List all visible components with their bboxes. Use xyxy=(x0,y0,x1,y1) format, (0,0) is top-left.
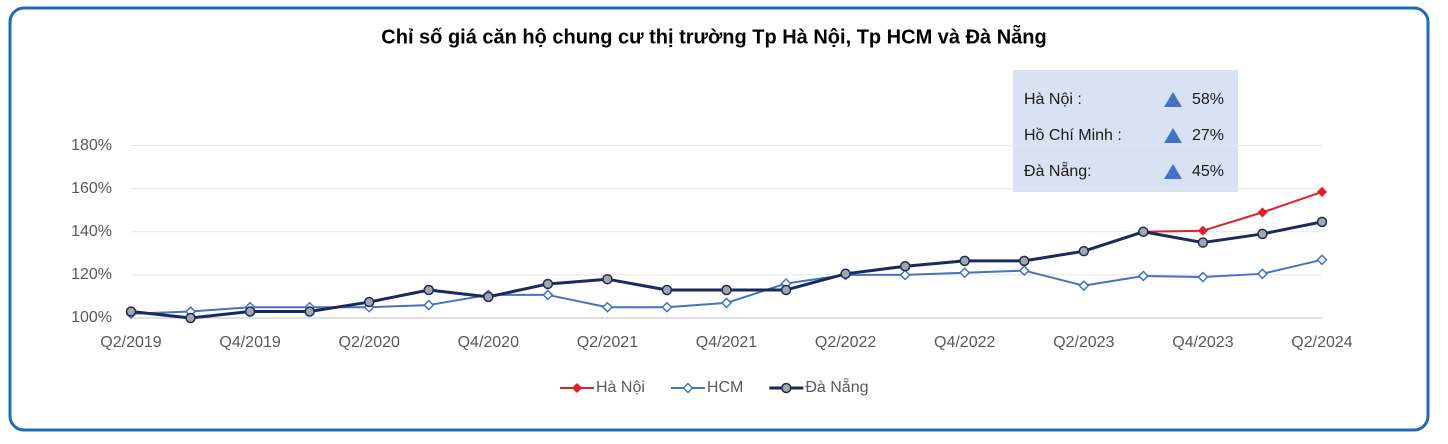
y-tick-label: 140% xyxy=(71,223,112,240)
point xyxy=(542,278,554,290)
legend-label: HCM xyxy=(707,379,743,396)
annotation-label: Hà Nội : xyxy=(1024,91,1082,108)
x-tick-label: Q2/2022 xyxy=(815,334,876,351)
annotation-box xyxy=(1013,70,1238,192)
chart-title: Chỉ số giá căn hộ chung cư thị trường Tp… xyxy=(381,24,1046,48)
point xyxy=(1197,271,1209,283)
point xyxy=(363,296,375,308)
point xyxy=(244,306,256,317)
x-tick-label: Q2/2020 xyxy=(339,334,400,351)
point xyxy=(1256,268,1269,280)
point xyxy=(423,299,435,311)
point xyxy=(483,291,494,303)
point xyxy=(601,301,613,313)
point xyxy=(1018,265,1030,277)
legend-label: Hà Nội xyxy=(596,379,645,396)
annotation-change: 45% xyxy=(1192,163,1224,180)
point xyxy=(185,312,196,324)
x-tick-label: Q2/2019 xyxy=(100,334,161,351)
point xyxy=(1316,186,1328,197)
point xyxy=(661,301,673,313)
up-triangle xyxy=(1164,164,1182,179)
point xyxy=(1078,245,1090,257)
point xyxy=(602,273,613,285)
point xyxy=(1137,270,1149,282)
point xyxy=(720,297,733,309)
point xyxy=(899,269,911,281)
x-tick-label: Q4/2020 xyxy=(458,334,519,351)
point xyxy=(1316,216,1328,228)
point xyxy=(304,306,315,317)
point xyxy=(959,267,971,279)
point xyxy=(959,255,970,267)
series-line xyxy=(1143,190,1323,233)
point xyxy=(423,284,434,296)
x-tick-label: Q4/2021 xyxy=(696,334,757,351)
y-tick-label: 120% xyxy=(71,266,112,283)
x-tick-label: Q4/2023 xyxy=(1172,334,1233,351)
y-tick-label: 160% xyxy=(71,180,112,197)
up-triangle xyxy=(1164,128,1182,143)
up-triangle xyxy=(1164,92,1182,107)
point xyxy=(542,289,554,301)
legend-label: Đà Nẵng xyxy=(805,377,868,396)
x-tick-label: Q2/2023 xyxy=(1053,334,1114,351)
point xyxy=(780,284,792,296)
x-tick-label: Q4/2022 xyxy=(934,334,995,351)
point xyxy=(721,284,732,296)
point xyxy=(1078,280,1090,292)
annotation-change: 27% xyxy=(1192,127,1224,144)
y-tick-label: 180% xyxy=(71,137,112,154)
x-tick-label: Q2/2024 xyxy=(1291,334,1352,351)
legend-marker xyxy=(781,382,792,394)
x-tick-label: Q4/2019 xyxy=(219,334,280,351)
point xyxy=(1257,228,1268,240)
point xyxy=(661,284,673,296)
point xyxy=(840,268,851,280)
legend-marker xyxy=(571,382,583,394)
annotation-label: Đà Nẵng: xyxy=(1024,161,1092,180)
legend-marker xyxy=(682,382,694,394)
point xyxy=(125,306,137,317)
point xyxy=(1197,237,1209,248)
point xyxy=(1138,226,1149,238)
x-tick-label: Q2/2021 xyxy=(577,334,638,351)
point xyxy=(1316,254,1328,266)
annotation-label: Hồ Chí Minh : xyxy=(1024,127,1122,144)
point xyxy=(1197,225,1208,236)
point xyxy=(1257,207,1268,218)
point xyxy=(1019,255,1030,267)
point xyxy=(899,261,911,272)
annotation-change: 58% xyxy=(1192,91,1224,108)
y-tick-label: 100% xyxy=(71,309,112,326)
